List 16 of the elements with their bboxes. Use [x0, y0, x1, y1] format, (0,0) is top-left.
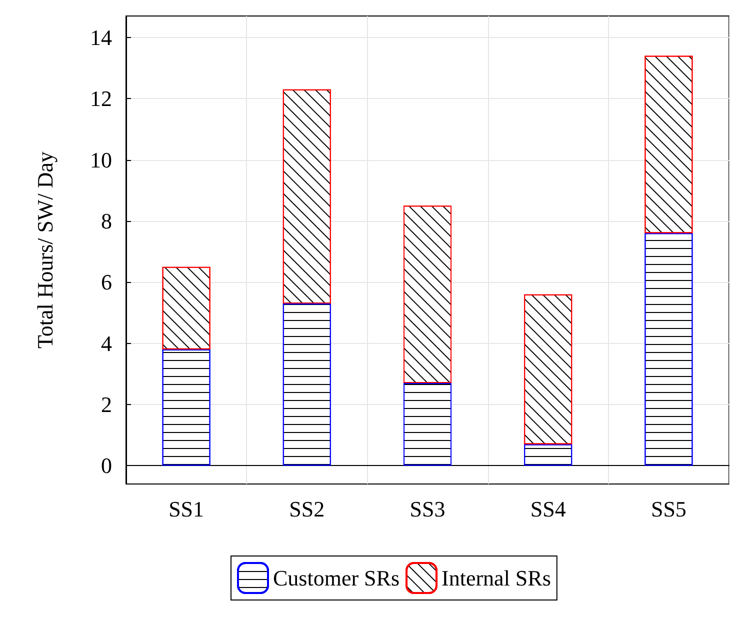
legend-label: Customer SRs	[273, 566, 400, 590]
y-tick-label: 14	[90, 24, 112, 50]
legend-label: Internal SRs	[442, 566, 551, 590]
y-tick-label: 8	[101, 208, 112, 234]
y-tick-label: 0	[101, 453, 112, 478]
y-tick-label: 2	[101, 392, 112, 417]
x-tick-label: SS2	[289, 496, 325, 522]
x-tick-label: SS1	[168, 496, 204, 522]
y-tick-label: 10	[90, 147, 112, 172]
y-tick-label: 4	[101, 330, 112, 356]
y-tick-label: 6	[101, 270, 112, 295]
x-tick-label: SS3	[410, 496, 446, 522]
x-tick-label: SS5	[650, 496, 686, 522]
y-axis-title: Total Hours/ SW/ Day	[32, 151, 58, 349]
x-tick-label: SS4	[530, 496, 566, 522]
y-tick-label: 12	[90, 86, 112, 112]
